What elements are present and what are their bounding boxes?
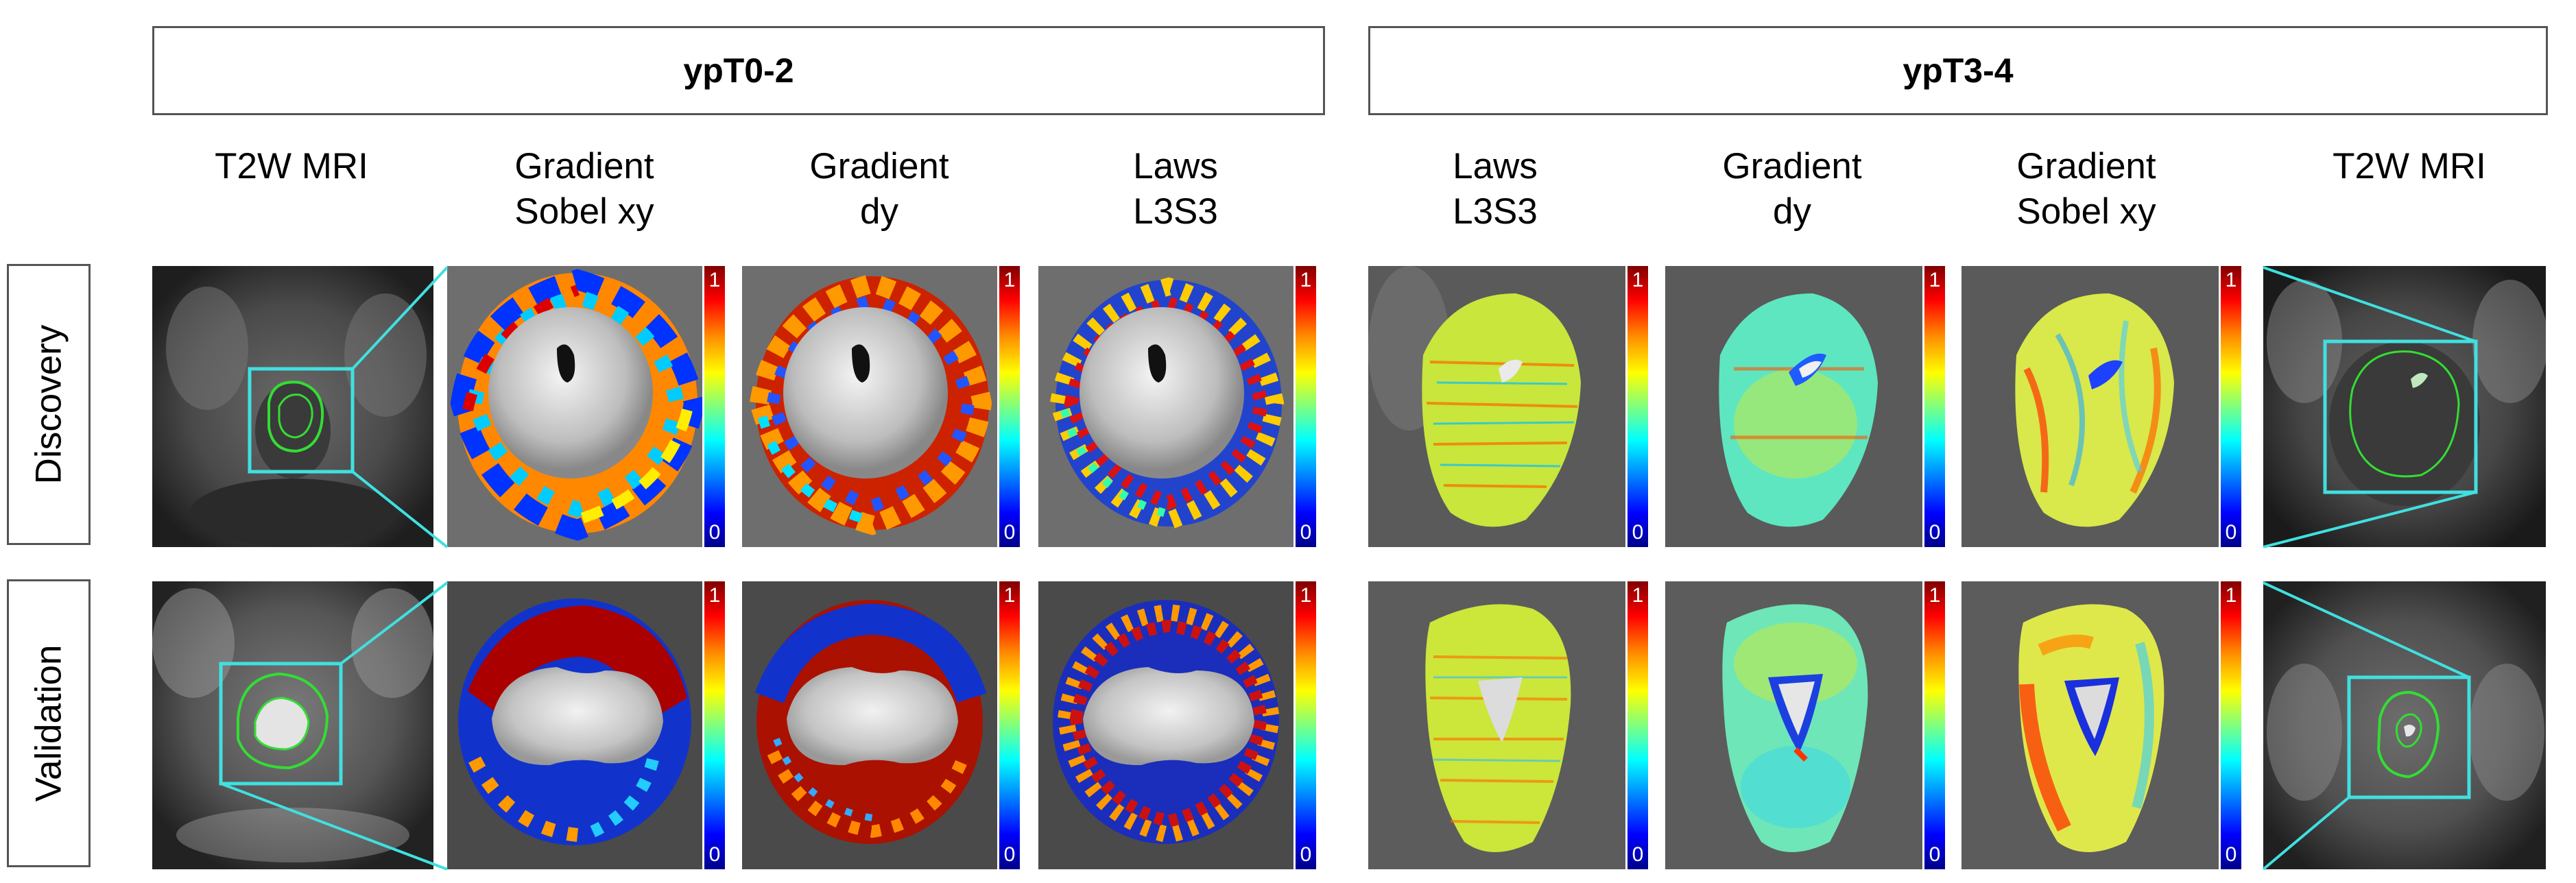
colorbar: 1 0 [1627,581,1648,869]
laws-l3s3-map [1038,266,1293,547]
colorbar: 1 0 [2221,266,2241,547]
row-label-validation: Validation [7,579,91,867]
t2w-mri-image [152,581,433,869]
column-label: T2W MRI [2333,146,2486,186]
column-label: T2W MRI [215,146,368,186]
colorbar: 1 0 [1296,581,1316,869]
t2w-mri-image [2263,266,2546,547]
colorbar: 1 0 [1627,266,1648,547]
group-header-label: ypT3-4 [1903,51,2014,90]
gradient-sobel-xy-map [1961,581,2219,869]
colorbar: 1 0 [2221,581,2241,869]
column-label: Gradient dy [1722,146,1862,232]
gradient-dy-map [1665,581,1922,869]
group-header-ypt3-4: ypT3-4 [1368,26,2548,115]
column-label: Gradient Sobel xy [2016,146,2156,232]
group-header-ypt0-2: ypT0-2 [152,26,1325,115]
column-label: Laws L3S3 [1453,146,1538,232]
column-label: Laws L3S3 [1133,146,1218,232]
colorbar: 1 0 [999,266,1020,547]
t2w-mri-image [152,266,433,547]
row-label-discovery: Discovery [7,264,91,545]
gradient-dy-map [742,266,997,547]
colorbar: 1 0 [1296,266,1316,547]
laws-l3s3-map [1368,581,1625,869]
gradient-sobel-xy-map [447,581,702,869]
gradient-dy-map [742,581,997,869]
colorbar: 1 0 [704,581,725,869]
gradient-sobel-xy-map [1961,266,2219,547]
gradient-sobel-xy-map [447,266,702,547]
colorbar: 1 0 [999,581,1020,869]
colorbar: 1 0 [704,266,725,547]
column-label: Gradient dy [809,146,949,232]
laws-l3s3-map [1038,581,1293,869]
colorbar: 1 0 [1924,266,1945,547]
laws-l3s3-map [1368,266,1625,547]
column-label: Gradient Sobel xy [514,146,654,232]
group-header-label: ypT0-2 [683,51,794,90]
gradient-dy-map [1665,266,1922,547]
colorbar: 1 0 [1924,581,1945,869]
t2w-mri-image [2263,581,2546,869]
